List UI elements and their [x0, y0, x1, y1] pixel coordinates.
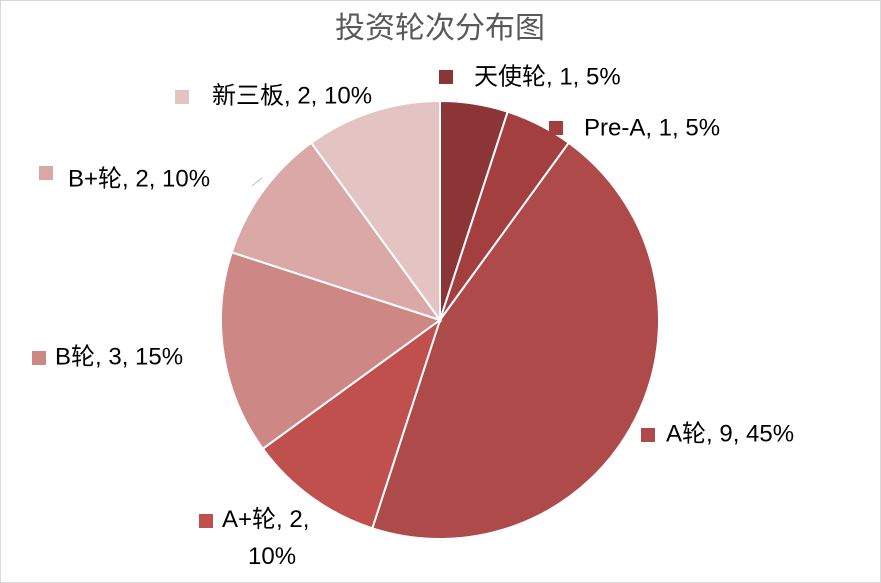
pie-slice [220, 251, 443, 451]
data-label: Pre-A, 1, 5% [584, 114, 720, 141]
legend-swatch [32, 351, 46, 365]
legend-swatch [175, 90, 189, 104]
legend-swatch [199, 514, 213, 528]
data-label: 天使轮, 1, 5% [474, 63, 621, 90]
leader-line [251, 177, 263, 187]
legend-swatch [641, 428, 655, 442]
data-label-line: 10% [248, 543, 296, 570]
data-label: A+轮, 2, 10% [222, 506, 309, 570]
chart-title: 投资轮次分布图 [335, 12, 545, 45]
pie-slice [371, 141, 660, 540]
pie-slice [261, 317, 442, 530]
data-label: B轮, 3, 15% [55, 343, 183, 370]
legend-swatch [439, 70, 453, 84]
data-label: B+轮, 2, 10% [68, 165, 210, 192]
pie-slice [230, 141, 443, 322]
legend-swatch [549, 121, 563, 135]
data-label: A轮, 9, 45% [666, 420, 794, 447]
data-label-line: A+轮, 2, [222, 506, 309, 533]
data-label: 新三板, 2, 10% [212, 82, 372, 109]
legend-swatch [39, 166, 53, 180]
pie-slice [309, 99, 441, 324]
